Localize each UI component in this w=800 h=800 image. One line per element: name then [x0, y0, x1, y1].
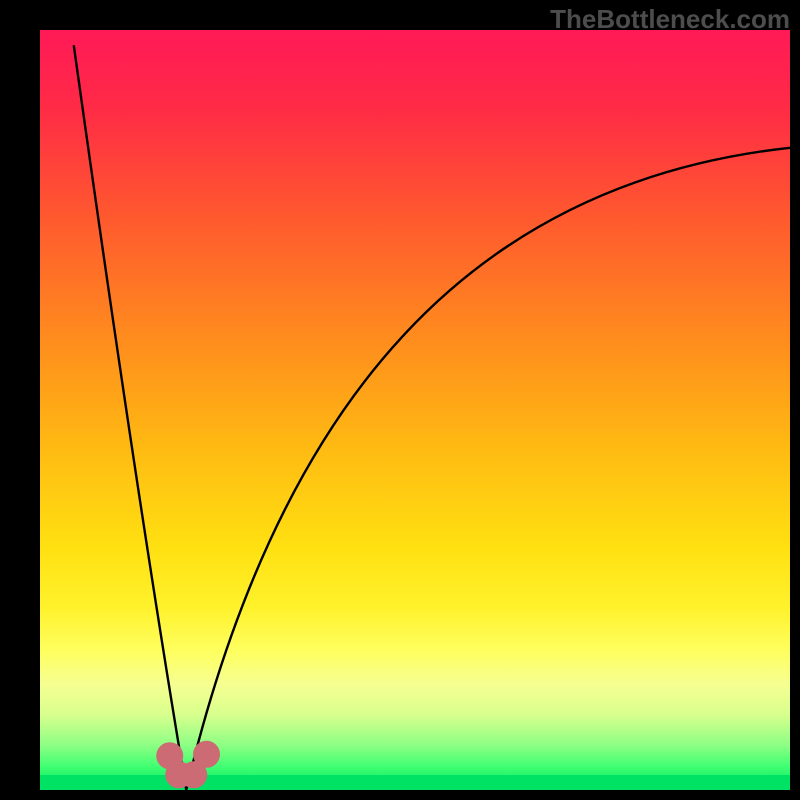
bottleneck-curve [74, 45, 790, 790]
plot-svg [0, 0, 800, 800]
valley-marker [194, 741, 220, 767]
watermark-text: TheBottleneck.com [550, 4, 790, 35]
chart-frame: TheBottleneck.com [0, 0, 800, 800]
